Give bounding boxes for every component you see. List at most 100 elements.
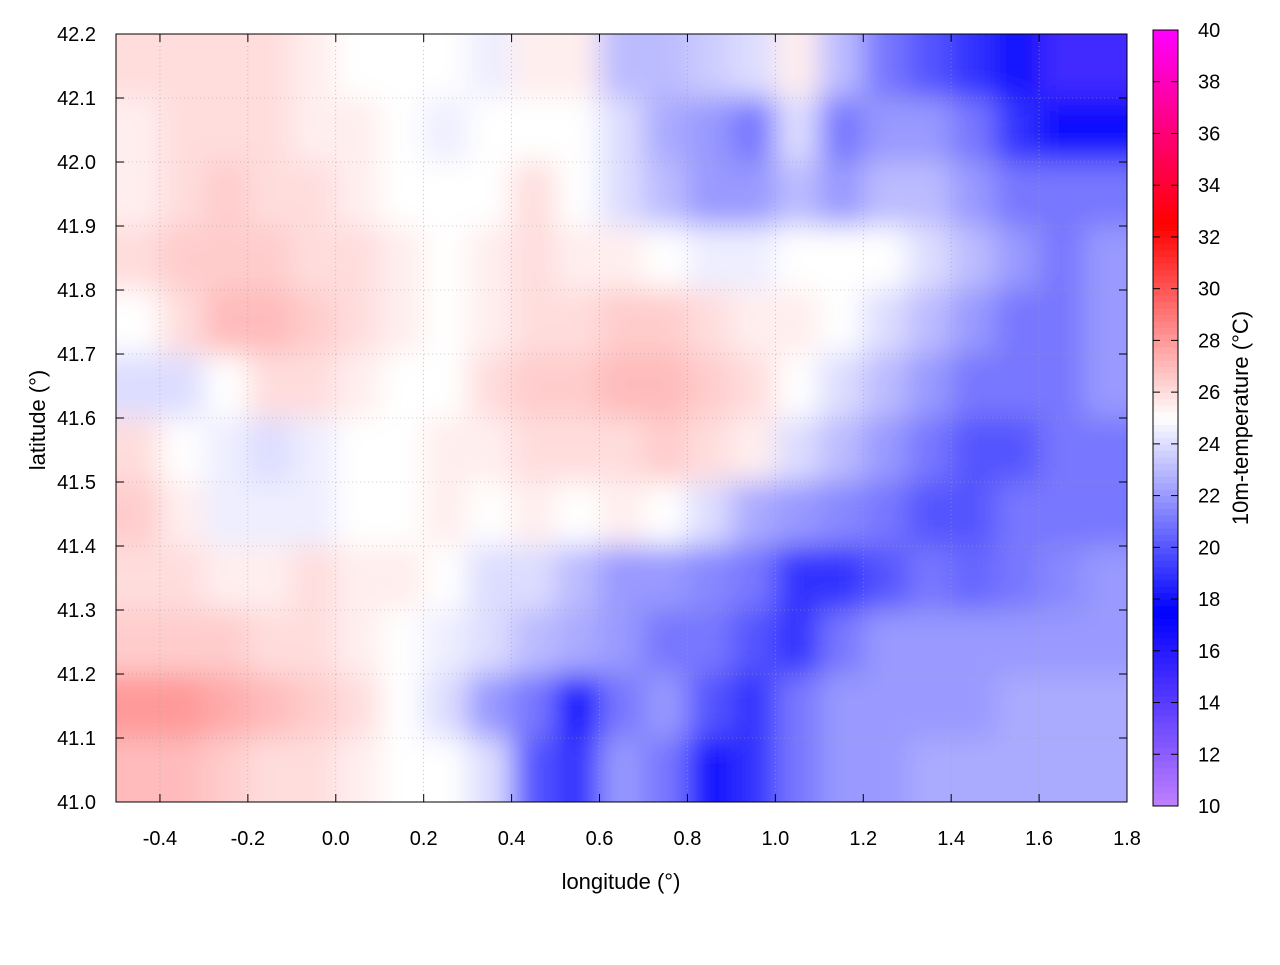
heatmap-cell [247,482,293,547]
colorbar-segment [1153,502,1178,510]
x-tick-label: 1.8 [1113,828,1141,850]
heatmap-cell [467,610,513,675]
heatmap-cell [907,738,952,802]
heatmap-cell [687,674,732,739]
heatmap-cell [1083,226,1127,291]
heatmap-cell [599,354,644,419]
heatmap-cell [643,354,688,419]
colorbar-segment [1153,521,1178,529]
y-tick-label: 42.2 [57,24,96,46]
heatmap-cell [819,162,864,227]
colorbar-segment [1153,178,1178,186]
heatmap-cell [379,418,425,483]
heatmap-cell [819,546,864,611]
y-tick-label: 41.3 [57,600,96,622]
heatmap-cell [907,418,952,483]
heatmap-cell [291,610,337,675]
colorbar-segment [1153,676,1178,684]
heatmap-cell [775,418,820,483]
heatmap-cell [247,674,293,739]
colorbar-segment [1153,612,1178,620]
heatmap-cell [116,354,161,419]
heatmap-cell [907,34,952,99]
colorbar-segment [1153,230,1178,238]
heatmap-cell [467,34,513,99]
colorbar-segment [1153,741,1178,749]
heatmap-cell [116,162,161,227]
heatmap-cell [731,482,776,547]
heatmap-cell [335,162,381,227]
heatmap-cell [511,290,557,355]
heatmap-cell [379,34,425,99]
colorbar-tick-label: 18 [1198,589,1220,611]
x-tick-label: 1.6 [1025,828,1053,850]
heatmap-cell [159,226,205,291]
heatmap-cell [203,226,249,291]
heatmap-cell [423,162,469,227]
colorbar-tick-label: 40 [1198,20,1220,42]
heatmap-cell [335,34,381,99]
heatmap-cell [907,162,952,227]
heatmap-cell [819,354,864,419]
heatmap-cell [599,226,644,291]
heatmap-cell [423,354,469,419]
heatmap-cell [203,354,249,419]
heatmap-cell [863,34,908,99]
heatmap-cell [995,226,1040,291]
colorbar-segment [1153,101,1178,109]
heatmap-cell [863,226,908,291]
colorbar-segment [1153,573,1178,581]
colorbar-segment [1153,133,1178,141]
heatmap-cell [379,546,425,611]
heatmap-cell [116,482,161,547]
heatmap-cell [467,98,513,163]
heatmap-cell [599,738,644,802]
colorbar-segment [1153,560,1178,568]
heatmap-cell [907,674,952,739]
heatmap-cell [995,34,1040,99]
colorbar-segment [1153,366,1178,374]
colorbar-segment [1153,579,1178,587]
heatmap-cell [951,226,996,291]
heatmap-cell [467,354,513,419]
heatmap-cell [335,546,381,611]
colorbar-segment [1153,256,1178,264]
colorbar-segment [1153,411,1178,419]
colorbar-segment [1153,450,1178,458]
heatmap-cells [116,34,1127,802]
colorbar-segment [1153,55,1178,63]
heatmap-cell [731,546,776,611]
colorbar-tick-label: 14 [1198,693,1220,715]
heatmap-cell [159,610,205,675]
heatmap-cell [643,674,688,739]
colorbar-segment [1153,709,1178,717]
y-tick-label: 42.0 [57,152,96,174]
heatmap-cell [863,354,908,419]
colorbar-segment [1153,747,1178,755]
heatmap-cell [687,610,732,675]
colorbar-tick-label: 24 [1198,434,1220,456]
colorbar-segment [1153,553,1178,561]
heatmap-cell [379,162,425,227]
colorbar-segment [1153,424,1178,432]
heatmap-cell [291,418,337,483]
colorbar-segment [1153,728,1178,736]
heatmap-cell [687,546,732,611]
heatmap-cell [731,738,776,802]
colorbar-segment [1153,540,1178,548]
heatmap-cell [687,418,732,483]
heatmap-cell [423,34,469,99]
colorbar-segment [1153,379,1178,387]
heatmap-cell [951,98,996,163]
heatmap-cell [951,546,996,611]
heatmap-cell [775,226,820,291]
heatmap-cell [247,418,293,483]
heatmap-cell [599,418,644,483]
colorbar-segment [1153,146,1178,154]
colorbar-segment [1153,547,1178,555]
heatmap-cell [203,162,249,227]
heatmap-cell [643,738,688,802]
heatmap-cell [203,290,249,355]
colorbar-frame [1152,29,1179,807]
heatmap-cell [1039,34,1084,99]
